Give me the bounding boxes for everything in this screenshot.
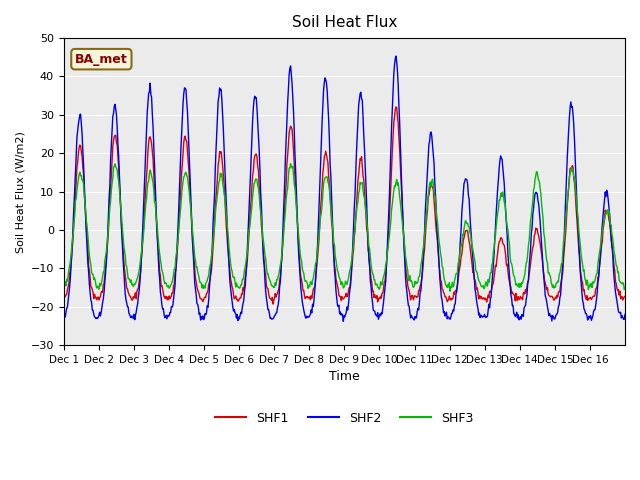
SHF2 <box>257 189 264 194</box>
SHF2 <box>339 318 347 324</box>
SHF1 <box>621 293 629 299</box>
SHF3 <box>621 285 629 291</box>
SHF3 <box>229 274 237 279</box>
Line: SHF1: SHF1 <box>64 107 625 304</box>
SHF3 <box>126 276 134 282</box>
SHF2 <box>278 254 285 260</box>
SHF1 <box>392 104 400 110</box>
X-axis label: Time: Time <box>329 371 360 384</box>
SHF3 <box>60 284 68 289</box>
Title: Soil Heat Flux: Soil Heat Flux <box>292 15 397 30</box>
SHF1 <box>404 282 412 288</box>
SHF3 <box>435 232 442 238</box>
SHF3 <box>278 251 285 256</box>
Line: SHF2: SHF2 <box>64 56 625 321</box>
SHF1 <box>435 263 443 268</box>
SHF2 <box>621 312 629 317</box>
SHF2 <box>404 297 412 303</box>
SHF2 <box>229 304 237 310</box>
Legend: SHF1, SHF2, SHF3: SHF1, SHF2, SHF3 <box>210 407 479 430</box>
Text: BA_met: BA_met <box>75 53 128 66</box>
SHF1 <box>60 294 68 300</box>
SHF2 <box>435 264 443 269</box>
SHF3 <box>403 264 411 269</box>
SHF1 <box>278 246 286 252</box>
SHF2 <box>392 53 400 59</box>
SHF3 <box>257 209 264 215</box>
SHF3 <box>446 288 454 294</box>
Y-axis label: Soil Heat Flux (W/m2): Soil Heat Flux (W/m2) <box>15 131 25 252</box>
SHF3 <box>287 161 294 167</box>
SHF2 <box>60 311 68 317</box>
SHF1 <box>269 301 277 307</box>
SHF2 <box>126 312 134 317</box>
Line: SHF3: SHF3 <box>64 164 625 291</box>
SHF1 <box>257 205 264 211</box>
SHF1 <box>229 286 237 292</box>
SHF1 <box>126 293 134 299</box>
